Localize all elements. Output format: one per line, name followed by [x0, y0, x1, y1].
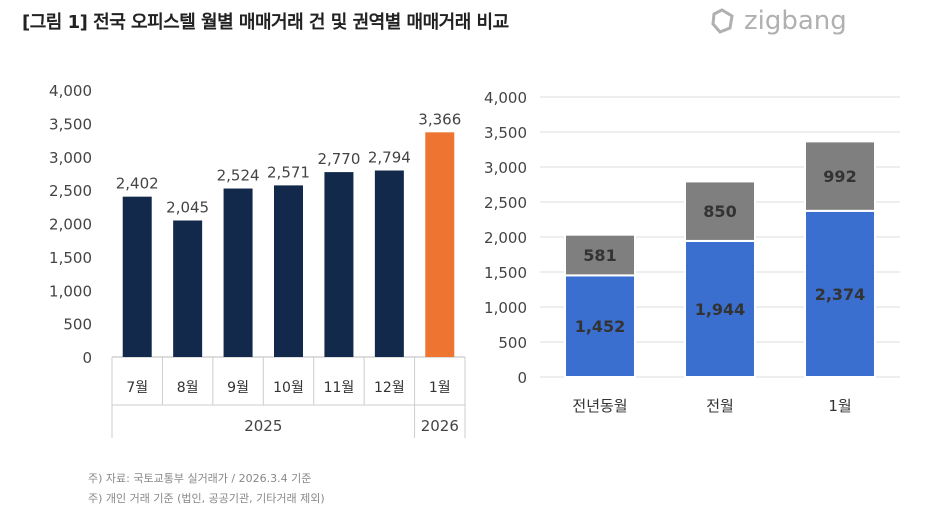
data-label: 2,794 [368, 149, 411, 167]
y-tick-label: 500 [63, 316, 92, 334]
bar [122, 196, 152, 357]
bar [374, 170, 404, 357]
data-label: 1,452 [575, 317, 626, 336]
data-label: 581 [583, 246, 616, 265]
footnote-source: 주) 자료: 국토교통부 실거래가 / 2026.3.4 기준 [88, 472, 312, 485]
data-label: 2,374 [815, 285, 866, 304]
year-label: 2025 [244, 417, 282, 435]
x-tick-label: 7월 [126, 380, 148, 396]
x-tick-label: 9월 [227, 380, 249, 396]
y-tick-label: 4,000 [49, 82, 92, 100]
y-tick-label: 1,000 [49, 282, 92, 300]
y-tick-label: 3,500 [484, 124, 527, 142]
data-label: 850 [703, 202, 736, 221]
y-tick-label: 1,500 [49, 249, 92, 267]
data-label: 3,366 [418, 110, 461, 128]
stacked-bar-segment [564, 233, 636, 277]
data-label: 2,571 [267, 163, 310, 181]
bar [274, 185, 303, 357]
x-tick-label: 10월 [273, 380, 304, 396]
y-tick-label: 4,000 [484, 89, 527, 107]
bar [173, 220, 203, 357]
footnote-basis: 주) 개인 거래 기준 (법인, 공공기관, 기타거래 제외) [88, 492, 325, 505]
x-tick-label: 1월 [429, 380, 451, 396]
data-label: 2,524 [217, 167, 260, 185]
figure-title: [그림 1] 전국 오피스텔 월별 매매거래 건 및 권역별 매매거래 비교 [22, 12, 509, 33]
y-tick-label: 2,000 [49, 216, 92, 234]
x-tick-label: 8월 [177, 380, 199, 396]
bar [425, 132, 455, 357]
x-tick-label: 12월 [374, 380, 405, 396]
y-tick-label: 3,000 [49, 149, 92, 167]
data-label: 1,944 [695, 300, 746, 319]
stacked-bar-segment [804, 140, 876, 212]
year-label: 2026 [421, 417, 459, 435]
y-tick-label: 2,000 [484, 229, 527, 247]
y-tick-label: 500 [498, 334, 527, 352]
y-tick-label: 1,500 [484, 264, 527, 282]
bar [324, 172, 354, 357]
y-tick-label: 3,500 [49, 115, 92, 133]
x-tick-label: 11월 [324, 380, 355, 396]
y-tick-label: 3,000 [484, 159, 527, 177]
data-label: 2,770 [317, 150, 360, 168]
x-tick-label: 1월 [828, 397, 851, 415]
bar [223, 188, 253, 357]
stacked-bar-segment [684, 239, 756, 378]
stacked-bar-segment [684, 180, 756, 242]
data-label: 992 [823, 167, 856, 186]
x-tick-label: 전월 [706, 397, 734, 415]
y-tick-label: 0 [517, 369, 527, 387]
y-tick-label: 1,000 [484, 299, 527, 317]
data-label: 2,402 [116, 175, 159, 193]
data-label: 2,045 [166, 198, 209, 216]
y-tick-label: 0 [82, 349, 92, 367]
zigbang-logo-icon [711, 8, 734, 34]
y-tick-label: 2,500 [49, 182, 92, 200]
y-tick-label: 2,500 [484, 194, 527, 212]
logo-text: zigbang [744, 6, 847, 36]
x-tick-label: 전년동월 [572, 397, 627, 415]
zigbang-logo: zigbang [708, 6, 847, 36]
stacked-bar-segment [564, 274, 636, 378]
